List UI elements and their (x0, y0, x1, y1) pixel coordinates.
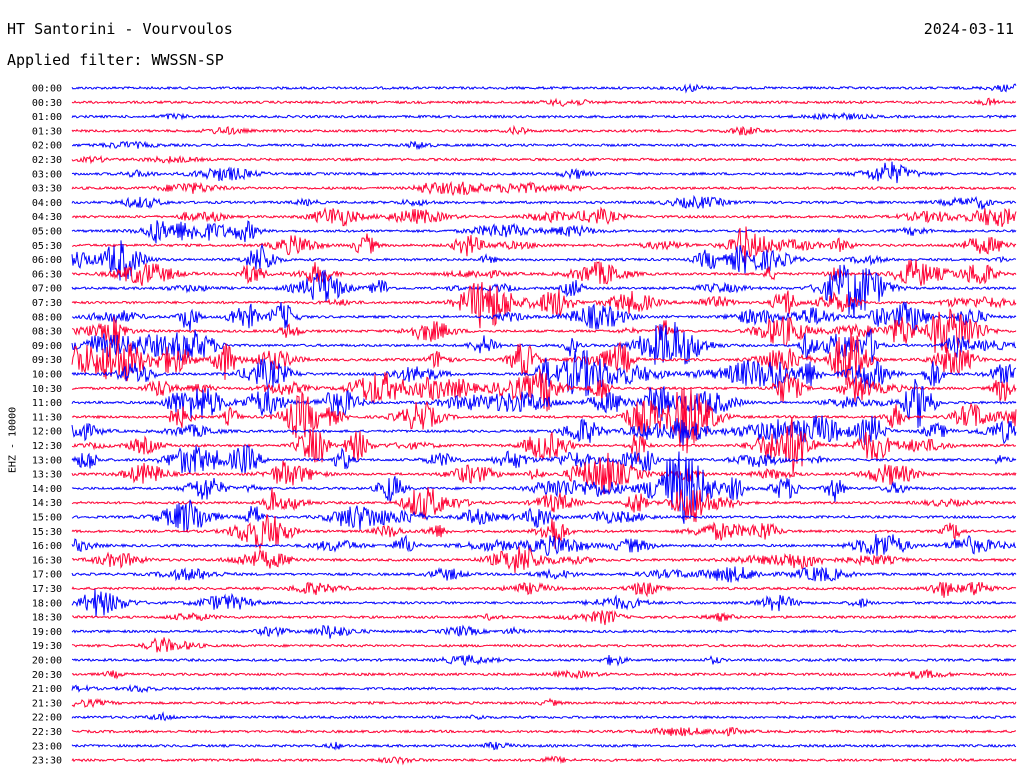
trace-line (71, 668, 1017, 680)
row-time-label: 08:00 (32, 312, 62, 323)
trace-line (71, 349, 1017, 397)
row-time-label: 00:30 (32, 98, 62, 109)
row-time-label: 01:30 (32, 126, 62, 137)
trace-line (71, 499, 1017, 533)
trace-line (71, 328, 1017, 385)
trace-line (71, 684, 1017, 694)
trace-line (71, 97, 1017, 108)
trace-line (71, 180, 1016, 197)
trace-line (71, 546, 1017, 574)
trace-line (71, 697, 1017, 709)
row-time-label: 15:00 (32, 513, 62, 524)
row-time-label: 16:30 (32, 555, 62, 566)
trace-line (71, 240, 1017, 281)
trace-line (71, 741, 1017, 751)
trace-line (71, 220, 1017, 244)
trace-line (71, 226, 1017, 265)
trace-line (71, 161, 1017, 184)
trace-line (71, 533, 1017, 556)
trace-line (71, 637, 1017, 653)
row-time-label: 12:00 (32, 427, 62, 438)
row-time-label: 04:30 (32, 212, 62, 223)
row-time-label: 11:30 (32, 412, 62, 423)
row-time-label: 00:00 (32, 84, 62, 95)
trace-line (71, 82, 1017, 94)
row-time-label: 08:30 (32, 327, 62, 338)
trace-line (71, 155, 1017, 165)
row-time-label: 18:00 (32, 598, 62, 609)
trace-line (71, 259, 1017, 286)
trace-line (71, 624, 1017, 639)
trace-line (71, 452, 1017, 495)
row-time-label: 22:00 (32, 713, 62, 724)
trace-line (71, 514, 1017, 551)
trace-line (71, 487, 1016, 523)
row-time-label: 20:30 (32, 670, 62, 681)
row-time-label: 11:00 (32, 398, 62, 409)
row-time-label: 19:30 (32, 641, 62, 652)
row-time-label: 17:30 (32, 584, 62, 595)
row-time-label: 04:00 (32, 198, 62, 209)
row-time-label: 03:30 (32, 184, 62, 195)
row-time-label: 09:30 (32, 355, 62, 366)
row-time-label: 23:00 (32, 741, 62, 752)
trace-line (71, 321, 1017, 365)
trace-line (71, 415, 1017, 446)
trace-line (71, 589, 1017, 618)
row-time-label: 16:00 (32, 541, 62, 552)
trace-line (71, 308, 1017, 353)
row-time-label: 06:30 (32, 269, 62, 280)
row-time-label: 21:30 (32, 698, 62, 709)
row-time-label: 18:30 (32, 613, 62, 624)
date-label: 2024-03-11 (923, 20, 1014, 38)
row-time-label: 15:30 (32, 527, 62, 538)
filter-label: Applied filter: WWSSN-SP (7, 51, 224, 69)
trace-line (71, 386, 1017, 454)
row-time-label: 07:30 (32, 298, 62, 309)
trace-line (71, 140, 1017, 151)
trace-line (71, 301, 1017, 335)
trace-line (71, 206, 1017, 228)
row-time-label: 13:00 (32, 455, 62, 466)
row-time-label: 03:00 (32, 169, 62, 180)
trace-line (71, 416, 1017, 475)
trace-line (71, 566, 1017, 583)
station-title: HT Santorini - Vourvoulos (7, 20, 233, 38)
trace-line (71, 111, 1017, 121)
row-time-label: 19:00 (32, 627, 62, 638)
row-time-label: 17:00 (32, 570, 62, 581)
trace-line (71, 726, 1016, 737)
row-time-label: 07:00 (32, 284, 62, 295)
row-time-label: 05:00 (32, 227, 62, 238)
row-time-label: 23:30 (32, 756, 62, 767)
trace-line (71, 581, 1017, 598)
row-time-label: 10:30 (32, 384, 62, 395)
trace-line (71, 282, 1017, 329)
row-time-label: 09:00 (32, 341, 62, 352)
row-time-label: 05:30 (32, 241, 62, 252)
trace-line (71, 124, 1017, 136)
row-time-label: 13:30 (32, 470, 62, 481)
row-time-label: 02:00 (32, 141, 62, 152)
trace-line (71, 369, 1017, 412)
row-time-label: 06:00 (32, 255, 62, 266)
trace-line (71, 444, 1017, 474)
row-time-label: 14:00 (32, 484, 62, 495)
row-time-label: 01:00 (32, 112, 62, 123)
row-time-label: 14:30 (32, 498, 62, 509)
trace-line (71, 451, 1017, 524)
trace-line (71, 711, 1017, 722)
trace-line (72, 610, 1016, 626)
trace-line (71, 378, 1017, 428)
trace-line (71, 654, 1017, 667)
trace-line (71, 755, 1017, 766)
row-time-label: 21:00 (32, 684, 62, 695)
row-time-label: 12:30 (32, 441, 62, 452)
row-time-label: 20:00 (32, 656, 62, 667)
row-time-label: 22:30 (32, 727, 62, 738)
trace-line (71, 194, 1017, 210)
row-time-label: 02:30 (32, 155, 62, 166)
row-time-label: 10:00 (32, 370, 62, 381)
